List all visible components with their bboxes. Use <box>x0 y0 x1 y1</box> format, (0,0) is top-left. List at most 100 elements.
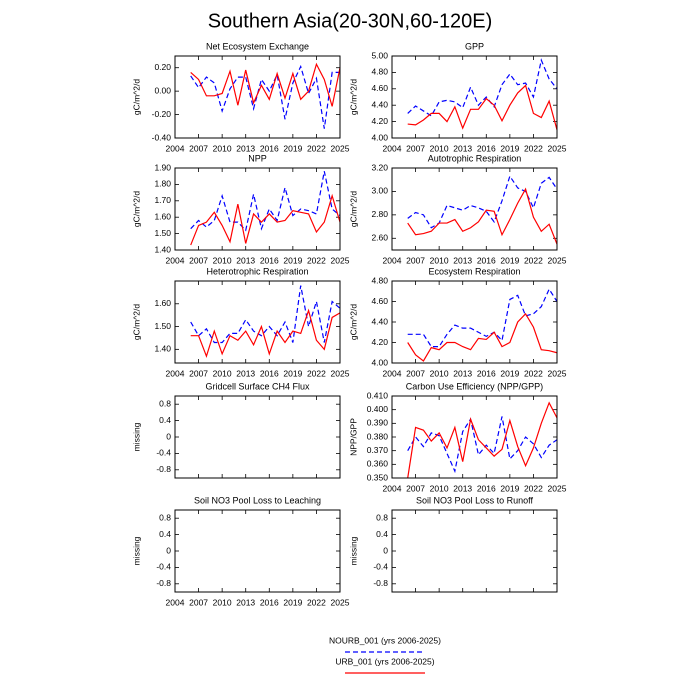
series-line <box>190 193 341 246</box>
y-tick-label: 3.20 <box>371 162 388 172</box>
plot-frame <box>391 280 558 364</box>
x-tick-label: 2010 <box>430 483 449 493</box>
y-tick-label: -0.8 <box>156 578 171 588</box>
y-axis-label: gC/m^2/d <box>131 191 141 227</box>
legend-label: NOURB_001 (yrs 2006-2025) <box>329 635 441 645</box>
x-tick-label: 2025 <box>548 143 567 153</box>
x-tick-label: 2004 <box>383 483 402 493</box>
x-tick-label: 2022 <box>307 143 326 153</box>
panel-title: Heterotrophic Respiration <box>206 266 308 276</box>
x-tick-label: 2019 <box>283 255 302 265</box>
x-tick-label: 2025 <box>548 483 567 493</box>
x-tick-label: 2010 <box>430 143 449 153</box>
y-tick-label: -0.8 <box>373 578 388 588</box>
panel-title: Ecosystem Respiration <box>428 266 520 276</box>
y-tick-label: -0.4 <box>156 562 171 572</box>
x-tick-label: 2019 <box>500 143 519 153</box>
x-tick-label: 2022 <box>524 143 543 153</box>
plot-frame <box>174 280 341 364</box>
x-tick-label: 2025 <box>548 255 567 265</box>
series-line <box>407 287 558 348</box>
x-tick-label: 2016 <box>260 597 279 607</box>
x-tick-label: 2010 <box>213 143 232 153</box>
y-tick-label: 1.50 <box>154 228 171 238</box>
x-tick-label: 2019 <box>283 597 302 607</box>
y-tick-label: 1.70 <box>154 195 171 205</box>
y-tick-label: -0.8 <box>156 464 171 474</box>
y-tick-label: 0.20 <box>154 62 171 72</box>
x-tick-label: 2010 <box>430 368 449 378</box>
x-tick-label: 2019 <box>283 143 302 153</box>
y-tick-label: -0.4 <box>156 448 171 458</box>
x-tick-label: 2007 <box>406 143 425 153</box>
x-tick-label: 2022 <box>524 368 543 378</box>
panel-title: Carbon Use Efficiency (NPP/GPP) <box>406 381 543 391</box>
y-axis-label: gC/m^2/d <box>131 79 141 115</box>
y-tick-label: 4.00 <box>371 132 388 142</box>
panel-title: Net Ecosystem Exchange <box>206 41 309 51</box>
x-tick-label: 2010 <box>213 597 232 607</box>
x-tick-label: 2004 <box>166 368 185 378</box>
series-line <box>190 62 341 107</box>
x-tick-label: 2004 <box>383 255 402 265</box>
series-line <box>190 64 340 129</box>
x-tick-label: 2022 <box>524 483 543 493</box>
x-tick-label: 2007 <box>189 143 208 153</box>
y-tick-label: 0 <box>383 545 388 555</box>
y-axis-label: NPP/GPP <box>348 418 358 456</box>
x-tick-label: 2019 <box>500 255 519 265</box>
y-tick-label: 0.4 <box>376 529 388 539</box>
plot-frame <box>391 509 558 593</box>
y-tick-label: 0.400 <box>367 404 389 414</box>
y-tick-label: 4.20 <box>371 116 388 126</box>
y-tick-label: 0.370 <box>367 445 389 455</box>
series-line <box>407 174 558 229</box>
series-line <box>407 312 558 362</box>
x-tick-label: 2025 <box>331 143 350 153</box>
y-axis-label: gC/m^2/d <box>348 304 358 340</box>
x-tick-label: 2007 <box>189 368 208 378</box>
panel-title: Soil NO3 Pool Loss to Runoff <box>416 495 533 505</box>
y-tick-label: 0 <box>166 431 171 441</box>
y-tick-label: 1.50 <box>154 321 171 331</box>
x-tick-label: 2016 <box>477 255 496 265</box>
series-line <box>190 308 341 358</box>
y-tick-label: 1.40 <box>154 244 171 254</box>
y-tick-label: 1.90 <box>154 162 171 172</box>
y-axis-label: missing <box>131 422 141 451</box>
series-line <box>407 187 558 245</box>
x-tick-label: 2016 <box>477 483 496 493</box>
plot-frame <box>174 395 341 479</box>
y-tick-label: 0.8 <box>159 512 171 522</box>
plot-frame <box>391 395 558 479</box>
x-tick-label: 2007 <box>406 368 425 378</box>
y-tick-label: 0.8 <box>159 398 171 408</box>
x-tick-label: 2004 <box>166 597 185 607</box>
panel-title: NPP <box>248 153 267 163</box>
x-tick-label: 2013 <box>453 143 472 153</box>
y-tick-label: -0.20 <box>152 109 172 119</box>
x-tick-label: 2004 <box>166 143 185 153</box>
x-tick-label: 2010 <box>430 255 449 265</box>
x-tick-label: 2004 <box>383 368 402 378</box>
y-tick-label: 4.40 <box>371 99 388 109</box>
x-tick-label: 2007 <box>189 255 208 265</box>
x-tick-label: 2025 <box>331 368 350 378</box>
y-axis-label: gC/m^2/d <box>348 191 358 227</box>
plot-frame <box>174 167 341 251</box>
y-tick-label: 4.80 <box>371 67 388 77</box>
y-tick-label: -0.40 <box>152 132 172 142</box>
y-tick-label: 0.4 <box>159 415 171 425</box>
y-tick-label: 2.60 <box>371 233 388 243</box>
x-tick-label: 2016 <box>477 143 496 153</box>
plot-frame <box>174 55 341 139</box>
y-tick-label: 4.60 <box>371 296 388 306</box>
x-tick-label: 2016 <box>477 368 496 378</box>
x-tick-label: 2019 <box>500 483 519 493</box>
panel-title: Gridcell Surface CH4 Flux <box>205 381 310 391</box>
panel-title: GPP <box>465 41 484 51</box>
y-axis-label: gC/m^2/d <box>348 79 358 115</box>
y-tick-label: 1.60 <box>154 298 171 308</box>
x-tick-label: 2019 <box>500 368 519 378</box>
